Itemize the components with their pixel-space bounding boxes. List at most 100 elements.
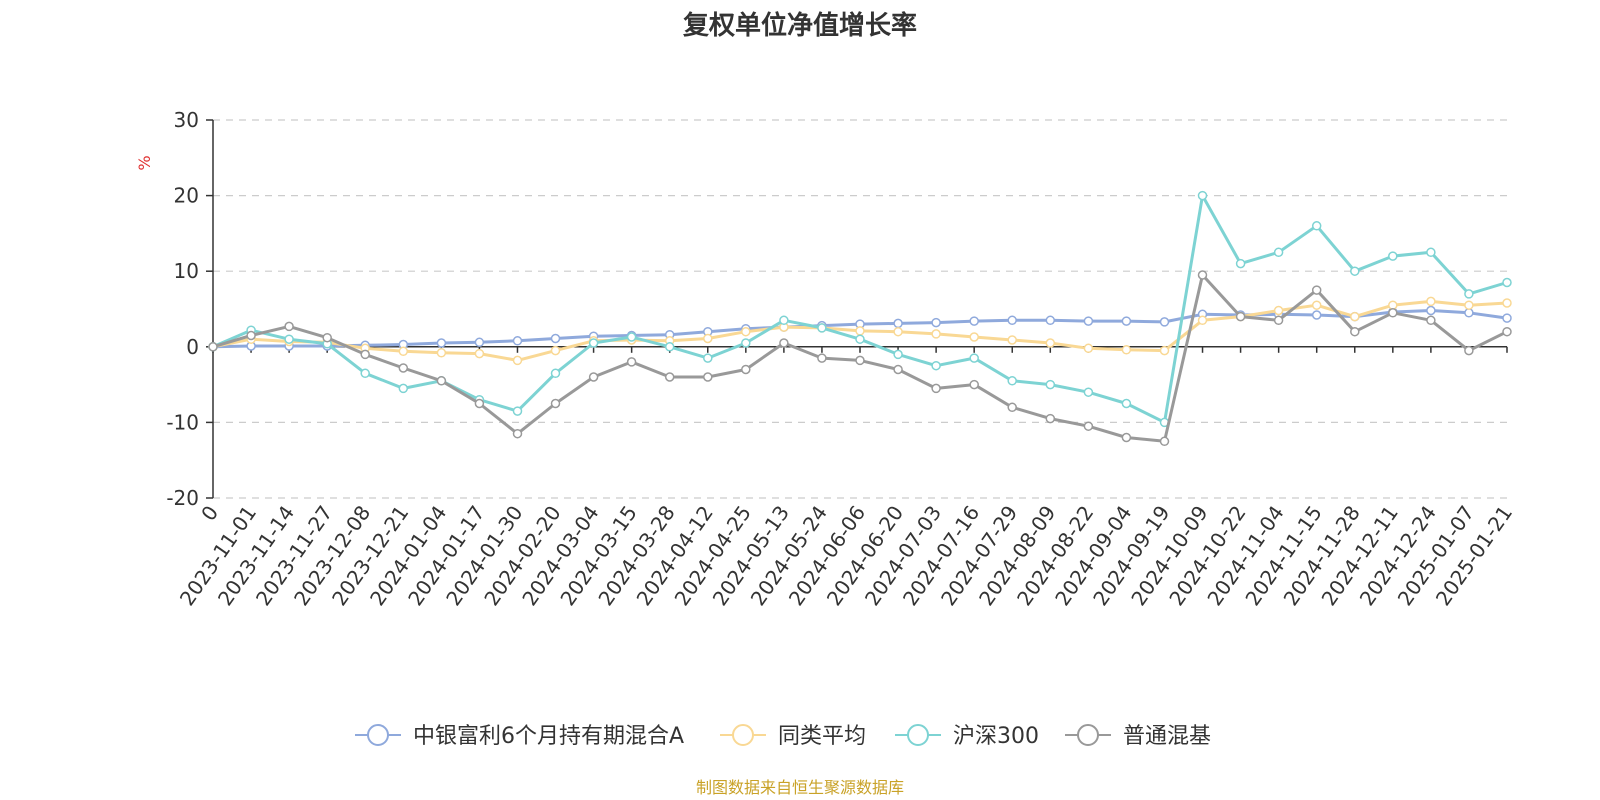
y-tick-label: 0 <box>186 335 199 359</box>
data-point <box>1426 315 1436 326</box>
legend-label: 中银富利6个月持有期混合A <box>413 724 684 749</box>
data-point <box>1121 398 1132 409</box>
data-point <box>779 315 789 326</box>
x-tick-labels: 02023-11-012023-11-142023-11-272023-12-0… <box>175 501 1517 610</box>
data-point <box>1197 270 1208 280</box>
legend-item[interactable]: 中银富利6个月持有期混合A <box>355 724 684 749</box>
data-point <box>1121 345 1132 355</box>
data-point <box>1273 315 1284 326</box>
data-point <box>284 334 294 344</box>
data-point <box>550 345 561 356</box>
legend-swatch-marker <box>367 724 389 746</box>
legend-swatch-marker <box>1077 724 1099 746</box>
data-point <box>1426 305 1436 316</box>
data-point <box>284 321 294 332</box>
data-point <box>1121 432 1132 443</box>
data-point <box>1007 402 1017 413</box>
y-tick-label: 20 <box>174 184 199 208</box>
data-point <box>1083 421 1094 431</box>
data-point <box>588 338 599 348</box>
data-point <box>931 329 941 339</box>
data-point <box>855 334 865 344</box>
y-axis-unit-label: % <box>135 155 154 170</box>
data-point <box>893 326 903 337</box>
data-point <box>1045 338 1056 348</box>
data-point <box>1007 315 1017 326</box>
data-point <box>1311 300 1322 310</box>
data-point <box>1159 436 1170 447</box>
data-point <box>1311 310 1322 320</box>
data-point <box>1464 289 1474 299</box>
data-point <box>512 336 523 346</box>
chart-title: 复权单位净值增长率 <box>683 10 917 41</box>
data-point <box>398 363 409 373</box>
data-point <box>360 368 370 379</box>
data-point <box>436 338 447 348</box>
data-point <box>1350 266 1360 276</box>
data-point <box>1007 376 1017 386</box>
data-point <box>893 349 903 360</box>
data-point <box>1159 345 1170 356</box>
data-point <box>1045 413 1056 424</box>
data-point <box>588 372 599 382</box>
data-point <box>1502 277 1512 288</box>
data-point <box>436 376 447 386</box>
data-point <box>931 360 941 371</box>
data-point <box>969 353 979 363</box>
data-point <box>1273 247 1284 258</box>
data-point <box>512 406 523 416</box>
series-lines <box>208 190 1512 447</box>
series-group <box>208 190 1512 428</box>
data-point <box>550 333 561 344</box>
data-point <box>1311 285 1322 295</box>
data-point <box>855 355 865 366</box>
y-tick-label: -20 <box>166 486 199 510</box>
data-point <box>741 338 751 348</box>
data-point <box>512 428 523 439</box>
data-point <box>703 333 713 344</box>
data-point <box>1235 311 1246 322</box>
data-source-note: 制图数据来自恒生聚源数据库 <box>696 778 904 797</box>
data-point <box>1388 300 1398 310</box>
data-point <box>1273 305 1284 316</box>
data-point <box>817 353 827 363</box>
data-point <box>1464 345 1474 356</box>
data-point <box>1045 379 1056 390</box>
data-point <box>1464 300 1474 310</box>
series-group <box>208 296 1512 366</box>
legend-item[interactable]: 同类平均 <box>720 724 866 749</box>
y-tick-label: -10 <box>166 410 199 434</box>
data-point <box>779 338 789 348</box>
data-point <box>1197 315 1208 326</box>
data-point <box>664 372 675 382</box>
data-point <box>1502 326 1512 337</box>
data-point <box>1464 308 1474 318</box>
data-point <box>703 353 713 363</box>
data-point <box>626 357 637 367</box>
y-tick-label: 10 <box>174 259 199 283</box>
data-point <box>1083 387 1094 397</box>
y-tick-label: 30 <box>174 108 199 132</box>
data-point <box>741 364 751 375</box>
data-point <box>893 318 903 329</box>
data-point <box>398 346 409 357</box>
y-tick-labels: -20 -10 0 10 20 30 <box>166 108 199 510</box>
data-point <box>1235 258 1246 269</box>
legend-swatch-marker <box>732 724 754 746</box>
data-point <box>474 398 485 409</box>
legend-label: 沪深300 <box>953 724 1039 749</box>
legend-label: 普通混基 <box>1123 724 1211 749</box>
data-point <box>1007 335 1017 345</box>
data-point <box>969 332 979 342</box>
legend-item[interactable]: 沪深300 <box>895 724 1039 749</box>
data-point <box>550 368 561 379</box>
data-point <box>931 383 941 394</box>
data-point <box>246 330 256 341</box>
legend-item[interactable]: 普通混基 <box>1065 724 1211 749</box>
series-group <box>208 270 1512 447</box>
data-point <box>474 348 485 359</box>
legend[interactable]: 中银富利6个月持有期混合A 同类平均 沪深300 普通混基 <box>355 724 1211 749</box>
x-tick-label: 0 <box>196 501 223 525</box>
data-point <box>1311 221 1322 231</box>
